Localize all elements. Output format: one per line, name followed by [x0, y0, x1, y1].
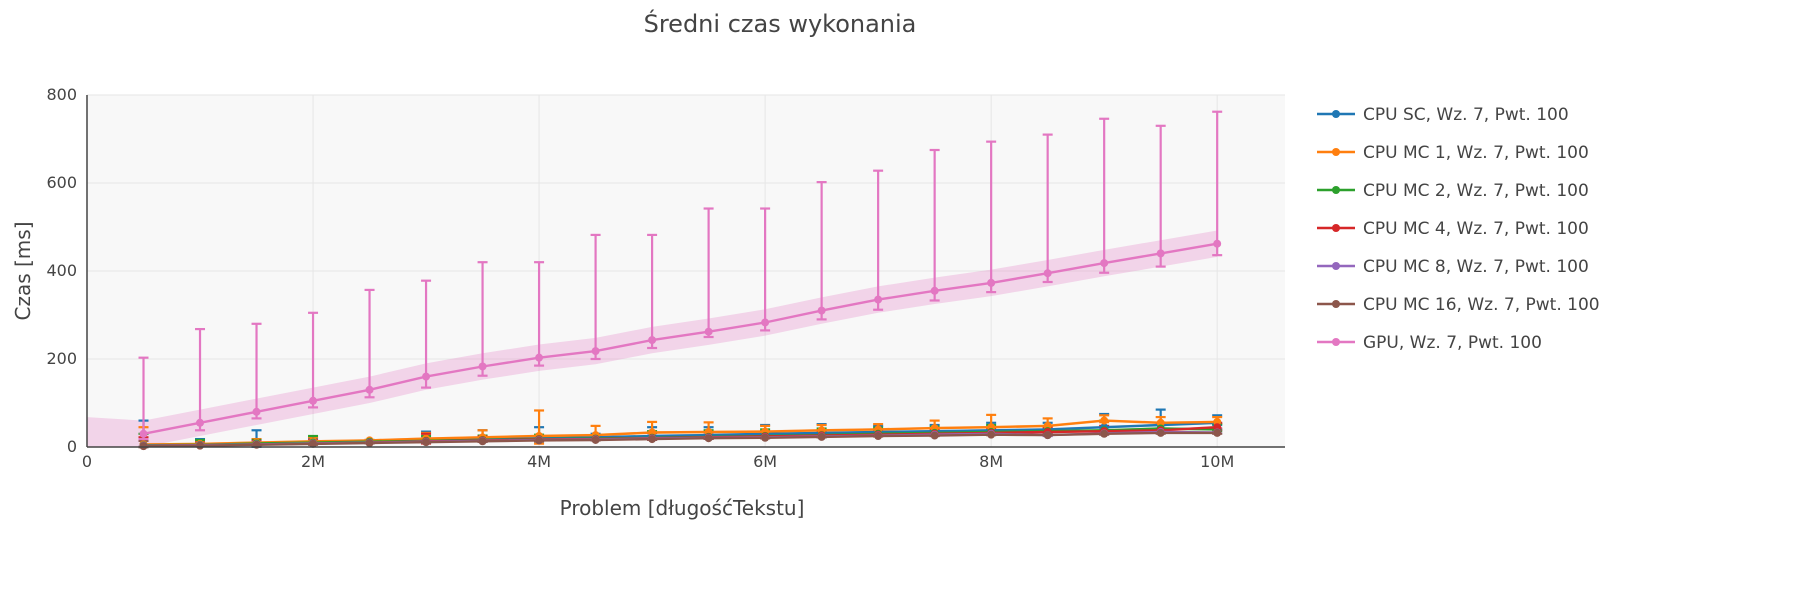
data-point-1-18	[1156, 418, 1165, 427]
data-point-6-14	[930, 286, 939, 295]
y-tick-label: 800	[46, 85, 77, 104]
data-point-6-12	[817, 306, 826, 315]
x-tick-label: 4M	[527, 452, 551, 471]
data-point-6-9	[648, 336, 657, 345]
data-point-5-11	[761, 433, 770, 442]
legend-label-5: CPU MC 16, Wz. 7, Pwt. 100	[1363, 295, 1600, 315]
tick-labels: 0 2M 4M 6M 8M 10M 0 200 400 600 800	[46, 85, 1234, 471]
data-point-6-8	[591, 347, 600, 356]
legend-marker-0	[1332, 110, 1340, 118]
data-point-6-11	[761, 318, 770, 327]
y-tick-label: 600	[46, 173, 77, 192]
x-tick-label: 6M	[753, 452, 777, 471]
data-point-6-6	[478, 362, 487, 371]
data-point-6-13	[874, 295, 883, 304]
data-point-5-8	[591, 435, 600, 444]
legend-marker-1	[1332, 148, 1340, 156]
y-axis-title: Czas [ms]	[11, 221, 35, 320]
data-point-6-10	[704, 327, 713, 336]
data-point-6-18	[1156, 249, 1165, 258]
legend-marker-5	[1332, 300, 1340, 308]
legend-item-3[interactable]: CPU MC 4, Wz. 7, Pwt. 100	[1317, 219, 1589, 239]
legend-marker-6	[1332, 338, 1340, 346]
data-point-5-6	[478, 437, 487, 446]
data-point-6-4	[365, 385, 374, 394]
data-point-5-12	[817, 432, 826, 441]
legend-item-4[interactable]: CPU MC 8, Wz. 7, Pwt. 100	[1317, 257, 1589, 277]
series-markers	[139, 239, 1222, 451]
legend-item-1[interactable]: CPU MC 1, Wz. 7, Pwt. 100	[1317, 143, 1589, 163]
data-point-6-16	[1043, 269, 1052, 278]
data-point-6-17	[1100, 259, 1109, 268]
data-point-5-13	[874, 432, 883, 440]
y-tick-label: 0	[67, 437, 77, 456]
data-point-5-19	[1213, 428, 1222, 437]
series-line-6	[143, 242, 1218, 435]
series-lines	[143, 242, 1218, 448]
legend-item-0[interactable]: CPU SC, Wz. 7, Pwt. 100	[1317, 105, 1569, 125]
data-point-5-18	[1156, 428, 1165, 437]
legend-label-0: CPU SC, Wz. 7, Pwt. 100	[1363, 105, 1569, 125]
legend-marker-2	[1332, 186, 1340, 194]
data-point-5-3	[309, 439, 318, 448]
legend-label-6: GPU, Wz. 7, Pwt. 100	[1363, 333, 1542, 353]
data-point-1-17	[1100, 416, 1109, 425]
data-point-5-9	[648, 435, 657, 444]
x-tick-label: 8M	[979, 452, 1003, 471]
y-tick-label: 400	[46, 261, 77, 280]
x-tick-label: 2M	[301, 452, 325, 471]
x-axis-title: Problem [długośćTekstu]	[560, 496, 805, 520]
legend-item-2[interactable]: CPU MC 2, Wz. 7, Pwt. 100	[1317, 181, 1589, 201]
data-point-5-0	[139, 442, 148, 451]
data-point-5-10	[704, 434, 713, 443]
x-tick-label: 10M	[1200, 452, 1234, 471]
data-point-5-7	[535, 436, 544, 445]
data-point-5-1	[196, 441, 205, 450]
data-point-6-19	[1213, 239, 1222, 248]
data-point-6-2	[252, 407, 261, 416]
y-tick-label: 200	[46, 349, 77, 368]
x-tick-label: 0	[82, 452, 92, 471]
legend-item-6[interactable]: GPU, Wz. 7, Pwt. 100	[1317, 333, 1542, 353]
legend[interactable]: CPU SC, Wz. 7, Pwt. 100 CPU MC 1, Wz. 7, …	[1317, 105, 1600, 353]
data-point-5-4	[365, 439, 374, 448]
legend-item-5[interactable]: CPU MC 16, Wz. 7, Pwt. 100	[1317, 295, 1600, 315]
data-point-6-15	[987, 278, 996, 287]
data-point-6-1	[196, 418, 205, 427]
data-point-6-0	[139, 429, 148, 438]
data-point-5-15	[987, 430, 996, 439]
data-point-5-14	[930, 431, 939, 440]
legend-marker-4	[1332, 262, 1340, 270]
legend-label-3: CPU MC 4, Wz. 7, Pwt. 100	[1363, 219, 1589, 239]
data-point-5-17	[1100, 429, 1109, 438]
legend-label-2: CPU MC 2, Wz. 7, Pwt. 100	[1363, 181, 1589, 201]
data-point-5-5	[422, 438, 431, 447]
data-point-6-5	[422, 372, 431, 381]
data-point-6-3	[309, 396, 318, 405]
legend-label-1: CPU MC 1, Wz. 7, Pwt. 100	[1363, 143, 1589, 163]
axes	[86, 95, 1285, 448]
data-point-6-7	[535, 353, 544, 362]
series-line-1	[143, 419, 1218, 446]
legend-label-4: CPU MC 8, Wz. 7, Pwt. 100	[1363, 257, 1589, 277]
series-line-5	[143, 431, 1218, 448]
legend-marker-3	[1332, 224, 1340, 232]
chart-title: Średni czas wykonania	[644, 8, 917, 38]
data-point-5-16	[1043, 431, 1052, 440]
